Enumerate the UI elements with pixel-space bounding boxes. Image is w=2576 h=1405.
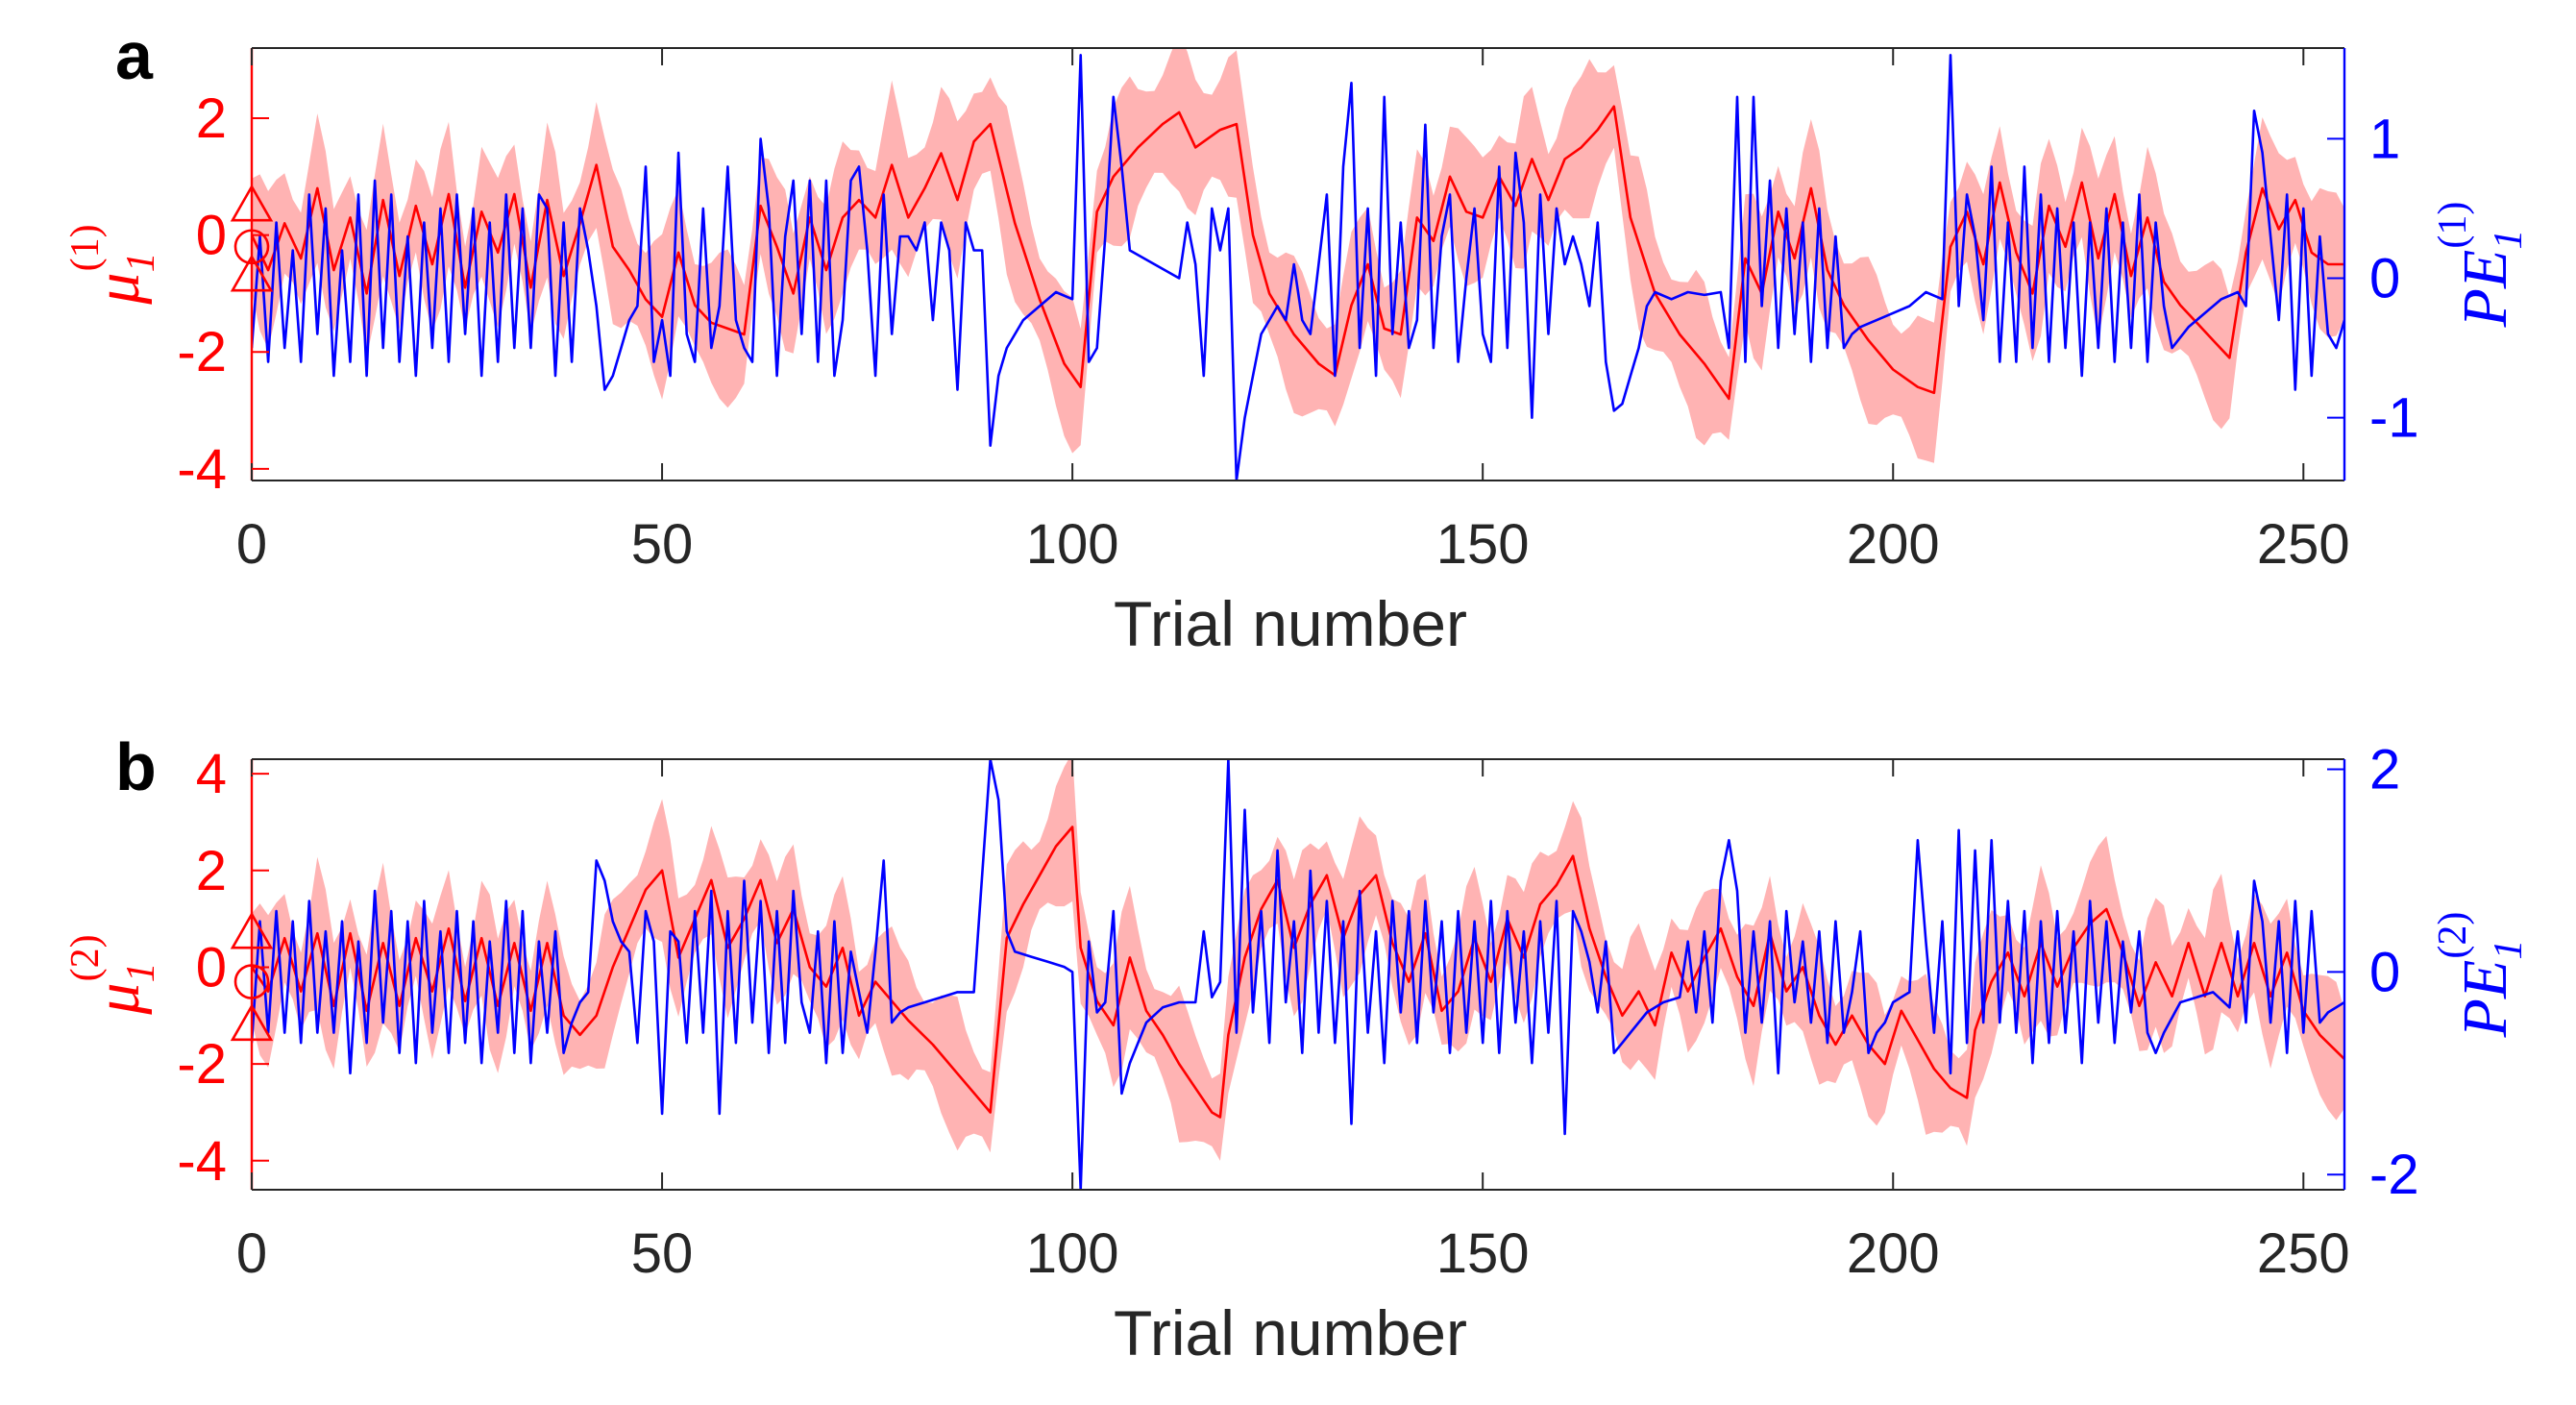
x-tick-label: 250 — [2257, 1222, 2350, 1285]
panel-label: b — [115, 729, 157, 804]
x-tick-label: 100 — [1026, 513, 1119, 576]
y-tick-label-left: -4 — [177, 1130, 227, 1193]
y-axis-label-right: PE1 (1) — [2431, 202, 2531, 329]
initial-triangle-marker — [230, 184, 274, 222]
y-label-right-base: PE — [2450, 250, 2520, 329]
mean-uncertainty-band — [252, 48, 2344, 463]
y-tick-label-right: -2 — [2369, 1144, 2419, 1206]
y-label-right-sub: 1 — [2487, 230, 2531, 250]
panel-label: a — [115, 18, 154, 93]
y-tick-label-right: 0 — [2369, 941, 2400, 1003]
y-label-left-sub: 1 — [119, 252, 163, 272]
y-label-right-sub: 1 — [2487, 940, 2531, 960]
y-axis-label-left: μ1 (2) — [63, 934, 163, 1015]
y-tick-label-left: 0 — [196, 936, 227, 998]
y-label-right-sup: (1) — [2431, 202, 2475, 249]
initial-triangle-marker — [230, 254, 274, 292]
y-axis-label-left: μ1 (1) — [63, 224, 163, 305]
x-tick-label: 50 — [631, 1222, 694, 1285]
initial-circle-marker — [233, 229, 270, 265]
y-tick-label-right: 0 — [2369, 248, 2400, 310]
y-label-left-base: μ — [83, 272, 153, 305]
x-tick-label: 200 — [1847, 513, 1940, 576]
y-label-right-sup: (2) — [2431, 912, 2475, 959]
y-label-right-base: PE — [2450, 960, 2520, 1039]
y-tick-label-left: 2 — [196, 87, 227, 150]
y-label-left-sup: (1) — [63, 224, 108, 271]
y-tick-label-right: 2 — [2369, 739, 2400, 801]
x-tick-label: 50 — [631, 513, 694, 576]
initial-triangle-marker — [230, 1003, 274, 1042]
initial-circle-marker — [233, 964, 270, 999]
x-tick-label: 100 — [1026, 1222, 1119, 1285]
x-tick-label: 150 — [1436, 1222, 1530, 1285]
y-tick-label-left: 2 — [196, 840, 227, 902]
initial-triangle-marker — [230, 911, 274, 949]
x-tick-label: 250 — [2257, 513, 2350, 576]
plot-area — [252, 48, 2344, 481]
x-axis-label: Trial number — [1114, 588, 1467, 659]
y-axis-label-right: PE1 (2) — [2431, 912, 2531, 1039]
mean-uncertainty-band — [252, 759, 2344, 1161]
y-label-left-sup: (2) — [63, 934, 108, 981]
y-tick-label-left: 4 — [196, 743, 227, 805]
x-tick-label: 0 — [236, 1222, 267, 1285]
y-label-left-base: μ — [83, 982, 153, 1015]
y-label-left-sub: 1 — [119, 962, 163, 982]
y-tick-label-right: -1 — [2369, 387, 2419, 450]
y-tick-label-left: -2 — [177, 1033, 227, 1096]
y-tick-label-right: 1 — [2369, 108, 2400, 170]
x-tick-label: 200 — [1847, 1222, 1940, 1285]
prediction-error-line — [252, 54, 2344, 481]
mean-series-line — [252, 105, 2344, 401]
x-axis-label: Trial number — [1114, 1297, 1467, 1368]
mean-series-line — [252, 826, 2344, 1119]
x-tick-label: 150 — [1436, 513, 1530, 576]
y-tick-label-left: 0 — [196, 205, 227, 267]
prediction-error-line — [252, 759, 2344, 1190]
x-tick-label: 0 — [236, 513, 267, 576]
y-tick-label-left: -4 — [177, 438, 227, 501]
plot-area — [252, 759, 2344, 1190]
y-tick-label-left: -2 — [177, 321, 227, 383]
